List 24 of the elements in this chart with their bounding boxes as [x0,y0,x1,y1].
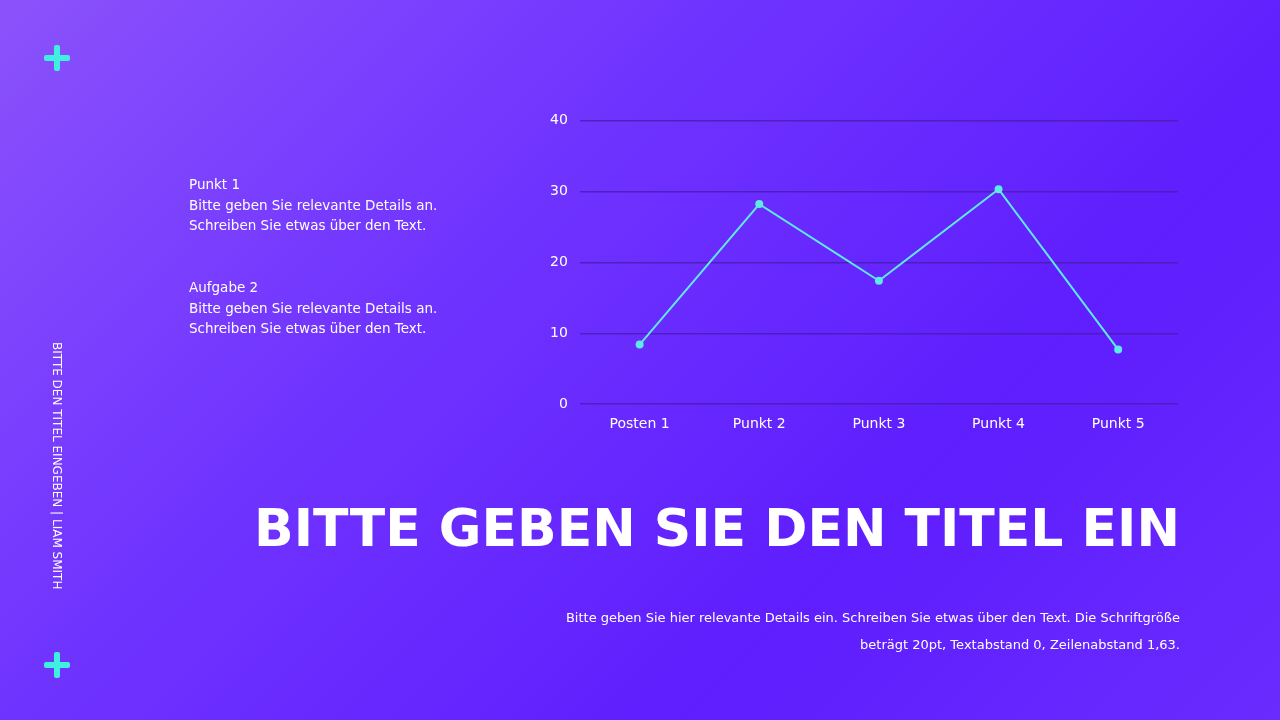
y-tick-label: 0 [558,394,568,411]
y-tick-label: 40 [549,111,568,128]
point [994,185,1003,194]
text: BITTE DEN TITEL EINGEBEN | LIAM SMITH [50,342,64,590]
text: Punkt 1 [189,176,241,192]
point [635,340,644,349]
text: BITTE GEBEN SIE DEN TITEL EIN [254,498,1180,558]
y-tick-label: 20 [549,252,568,269]
text: Bitte geben Sie relevante Details an. [189,196,438,213]
point [1114,345,1123,354]
text: Aufgabe 2 [189,279,259,295]
text: Schreiben Sie etwas über den Text. [189,217,427,233]
x-tick-label: Punkt 4 [972,415,1026,432]
y-tick-label: 30 [549,181,568,198]
text: Bitte geben Sie hier relevante Details ein. Schreiben Sie etwas über den Text. Die Schriftgröße beträgt 20pt, Textabstand 0, Zeilenabstand 1,63. [564,609,1180,654]
x-tick-label: Punkt 5 [1091,415,1145,432]
y-tick-label: 10 [549,323,568,340]
x-tick-label: Punkt 2 [732,415,786,432]
x-tick-label: Posten 1 [609,415,670,432]
point [755,200,764,209]
point [874,276,883,285]
text: Schreiben Sie etwas über den Text. [189,320,427,336]
text: Bitte geben Sie relevante Details an. [189,299,438,316]
x-tick-label: Punkt 3 [852,415,906,432]
